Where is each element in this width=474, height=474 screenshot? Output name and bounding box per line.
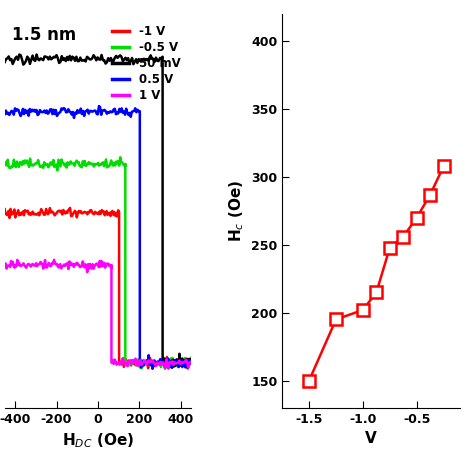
Y-axis label: H$_c$ (Oe): H$_c$ (Oe)	[227, 180, 246, 242]
Text: 1.5 nm: 1.5 nm	[12, 26, 76, 44]
X-axis label: V: V	[365, 431, 377, 446]
X-axis label: H$_{DC}$ (Oe): H$_{DC}$ (Oe)	[62, 431, 134, 450]
Text: b: b	[232, 0, 246, 2]
Legend: -1 V, -0.5 V, 50 mV, 0.5 V, 1 V: -1 V, -0.5 V, 50 mV, 0.5 V, 1 V	[107, 20, 185, 106]
